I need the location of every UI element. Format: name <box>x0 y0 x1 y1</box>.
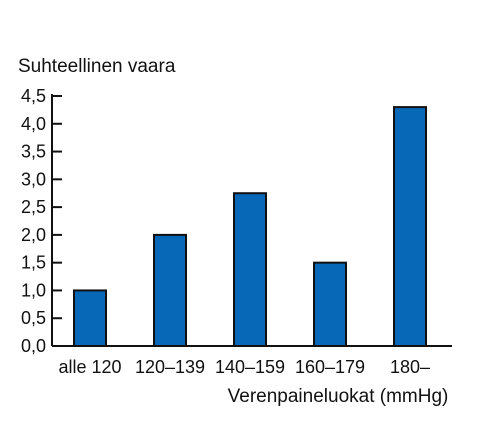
y-tick-label: 3,5 <box>21 142 46 162</box>
y-tick-label: 0,5 <box>21 308 46 328</box>
bar-1 <box>73 289 107 348</box>
y-tick-label: 2,5 <box>21 197 46 217</box>
bar-3 <box>233 192 267 347</box>
y-tick-label: 1,0 <box>21 280 46 300</box>
x-axis-label: Verenpaineluokat (mmHg) <box>228 386 449 407</box>
bar-4 <box>313 261 347 347</box>
x-tick-label: 140–159 <box>215 357 285 377</box>
y-tick-label: 4,5 <box>21 86 46 106</box>
x-tick-label: 180– <box>390 357 430 377</box>
y-tick-label: 1,5 <box>21 253 46 273</box>
x-tick-label: 120–139 <box>135 357 205 377</box>
x-axis-ticks: alle 120 120–139 140–159 160–179 180– <box>58 357 430 377</box>
y-tick-label: 3,0 <box>21 169 46 189</box>
y-axis-label: Suhteellinen vaara <box>18 56 176 77</box>
y-tick-label: 2,0 <box>21 225 46 245</box>
y-tick-label: 4,0 <box>21 114 46 134</box>
x-tick-label: 160–179 <box>295 357 365 377</box>
bar-2 <box>153 233 187 347</box>
x-tick-label: alle 120 <box>58 357 121 377</box>
bar-5 <box>393 106 427 347</box>
y-tick-label: 0,0 <box>21 336 46 356</box>
bars <box>73 106 427 348</box>
y-axis-ticks: 0,0 0,5 1,0 1,5 2,0 2,5 3,0 3,5 4,0 4,5 <box>21 86 62 356</box>
